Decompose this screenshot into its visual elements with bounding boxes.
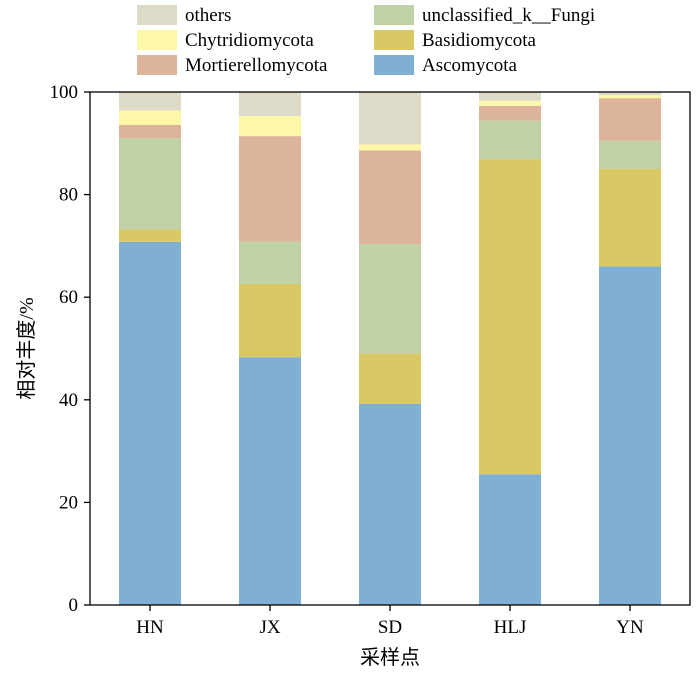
bar-yn-basidiomycota <box>599 168 661 267</box>
legend: others Chytridiomycota Mortierellomycota un… <box>137 5 595 76</box>
bar-sd-ascomycota <box>359 403 421 605</box>
bar-sd-chytridiomycota <box>359 144 421 151</box>
bar-jx-mortierellomycota <box>239 136 301 242</box>
legend-swatch-basidiomycota <box>374 30 414 50</box>
legend-label-chytridiomycota: Chytridiomycota <box>185 30 314 51</box>
bar-hlj-chytridiomycota <box>479 100 541 106</box>
bar-yn-others <box>599 92 661 96</box>
bar-sd-others <box>359 92 421 145</box>
x-axis-title: 采样点 <box>360 646 420 669</box>
y-tick-label-60: 60 <box>59 287 78 308</box>
y-axis-title: 相对丰度/% <box>15 297 38 399</box>
legend-label-others: others <box>185 5 231 26</box>
bar-hn-unclassified-k-fungi <box>119 138 181 230</box>
bar-yn-mortierellomycota <box>599 98 661 141</box>
bar-hn-basidiomycota <box>119 229 181 242</box>
bar-hn-ascomycota <box>119 241 181 605</box>
bar-yn-chytridiomycota <box>599 95 661 99</box>
x-tick-label-yn: YN <box>616 617 644 638</box>
bar-jx-others <box>239 92 301 117</box>
x-tick-label-hlj: HLJ <box>494 617 527 638</box>
bar-jx-basidiomycota <box>239 283 301 358</box>
bar-hlj-mortierellomycota <box>479 105 541 121</box>
legend-swatch-chytridiomycota <box>137 30 177 50</box>
y-axis: 0 20 40 60 80 100 <box>50 82 90 616</box>
bar-hn-chytridiomycota <box>119 110 181 125</box>
bar-jx-chytridiomycota <box>239 116 301 137</box>
x-tick-label-hn: HN <box>136 617 164 638</box>
bars <box>119 92 661 605</box>
legend-swatch-ascomycota <box>374 55 414 75</box>
legend-label-unclassified-k-fungi: unclassified_k__Fungi <box>422 5 595 26</box>
bar-hn-others <box>119 92 181 111</box>
bar-hn-mortierellomycota <box>119 124 181 139</box>
bar-hlj-ascomycota <box>479 474 541 605</box>
bar-yn-ascomycota <box>599 266 661 605</box>
bar-sd-mortierellomycota <box>359 150 421 245</box>
bar-sd-basidiomycota <box>359 353 421 404</box>
legend-label-basidiomycota: Basidiomycota <box>422 30 537 51</box>
y-tick-label-0: 0 <box>69 595 79 616</box>
bar-hlj-basidiomycota <box>479 159 541 475</box>
legend-swatch-unclassified-k-fungi <box>374 5 414 25</box>
y-tick-label-100: 100 <box>50 82 79 103</box>
bar-jx-unclassified-k-fungi <box>239 241 301 284</box>
x-axis: HN JX SD HLJ YN <box>136 605 644 638</box>
bar-hlj-others <box>479 92 541 101</box>
bar-hlj-unclassified-k-fungi <box>479 120 541 160</box>
x-tick-label-jx: JX <box>259 617 280 638</box>
legend-swatch-others <box>137 5 177 25</box>
x-tick-label-sd: SD <box>378 617 402 638</box>
bar-sd-unclassified-k-fungi <box>359 244 421 354</box>
legend-label-ascomycota: Ascomycota <box>422 55 518 76</box>
y-tick-label-40: 40 <box>59 390 78 411</box>
bar-jx-ascomycota <box>239 357 301 605</box>
bar-yn-unclassified-k-fungi <box>599 140 661 169</box>
legend-swatch-mortierellomycota <box>137 55 177 75</box>
y-tick-label-80: 80 <box>59 185 78 206</box>
y-tick-label-20: 20 <box>59 492 78 513</box>
legend-label-mortierellomycota: Mortierellomycota <box>185 55 328 76</box>
